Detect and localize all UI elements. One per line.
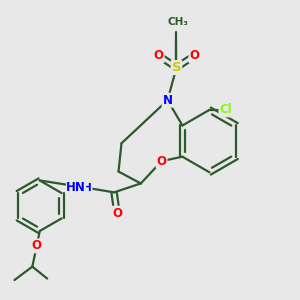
Text: Cl: Cl [219,103,232,116]
Text: O: O [154,49,164,62]
Text: HN: HN [66,182,86,194]
Text: S: S [172,61,181,74]
Text: H: H [83,183,92,193]
Text: O: O [189,49,199,62]
Text: N: N [163,94,172,107]
Text: O: O [32,239,42,252]
Text: O: O [112,207,122,220]
Text: CH₃: CH₃ [167,17,188,27]
Text: O: O [157,154,166,168]
